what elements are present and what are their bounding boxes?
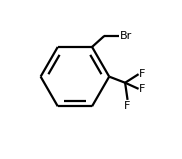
Text: F: F <box>139 69 146 79</box>
Text: Br: Br <box>120 31 132 41</box>
Text: F: F <box>124 101 131 111</box>
Text: F: F <box>139 84 146 94</box>
